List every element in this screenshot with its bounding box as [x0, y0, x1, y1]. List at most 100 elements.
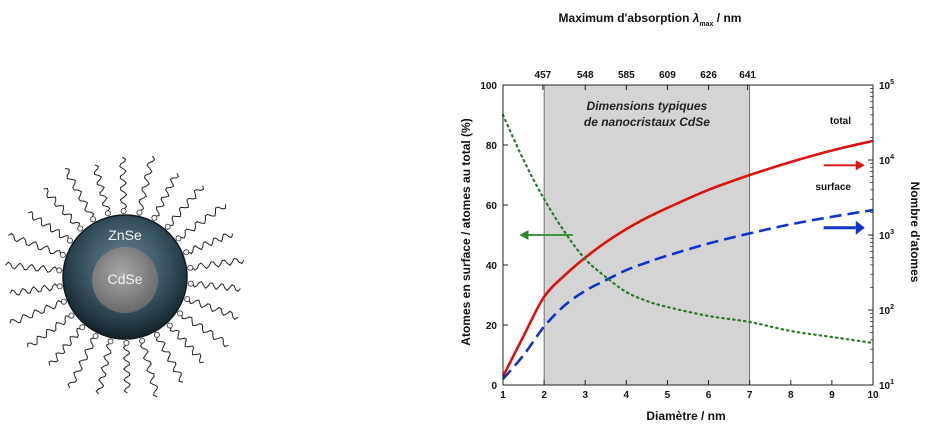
x-tick-label: 7	[747, 390, 753, 401]
top-tick-label: 548	[577, 70, 594, 81]
cdse-core	[92, 247, 158, 313]
ligand-head	[56, 267, 63, 274]
shell-label: ZnSe	[108, 227, 142, 243]
ligand-head	[59, 251, 66, 258]
top-tick-label: 626	[700, 70, 717, 81]
ligand-chains	[5, 155, 245, 398]
series-label-surface: surface	[815, 182, 851, 193]
ligand-chain	[139, 342, 158, 398]
ligand-head	[120, 207, 127, 214]
ticks-layer: 1 2 3 4 5 6 7 8 9 1002040608010010110210310410545…	[480, 70, 894, 401]
top-axis-title: Maximum d'absorption λmax / nm	[559, 11, 742, 28]
ligand-head	[153, 331, 160, 338]
ligand-chain	[9, 299, 63, 324]
ligand-head	[90, 216, 97, 223]
ligand-head	[77, 225, 84, 232]
ligand-chain	[67, 337, 95, 389]
x-tick-label: 6	[706, 390, 712, 401]
x-tick-label: 9	[829, 390, 835, 401]
nanoparticle-illustration: ZnSe CdSe	[5, 155, 245, 398]
band-label-line2: de nanocristaux CdSe	[584, 115, 710, 129]
top-tick-label: 641	[739, 70, 756, 81]
x-tick-label: 10	[867, 390, 879, 401]
y-right-tick-label: 105	[879, 79, 894, 92]
ligand-chain	[28, 211, 69, 240]
top-tick-label: 457	[535, 70, 552, 81]
ligand-chain	[95, 342, 112, 395]
y-left-tick-label: 40	[486, 261, 498, 272]
y-right-tick-label: 104	[879, 154, 894, 167]
x-axis-title: Diamètre / nm	[646, 409, 725, 423]
y-left-tick-label: 80	[486, 141, 498, 152]
ligand-head	[136, 209, 143, 216]
shaded-band	[543, 84, 751, 386]
y-right-tick-label: 103	[879, 229, 894, 242]
band-label-line1: Dimensions typiques	[587, 99, 708, 113]
top-tick-label: 609	[659, 70, 676, 81]
ligand-head	[104, 210, 111, 217]
ligand-chain	[181, 314, 229, 348]
ligand-chain	[192, 281, 241, 293]
ligand-head	[184, 296, 191, 303]
ligand-chain	[48, 327, 82, 366]
x-tick-label: 8	[788, 390, 794, 401]
series-label-total: total	[830, 116, 851, 127]
arrowhead-total	[855, 160, 865, 171]
ligand-head	[60, 298, 67, 305]
x-tick-label: 3	[582, 390, 588, 401]
ligand-chain	[9, 283, 59, 296]
ligand-head	[56, 283, 63, 290]
ligand-chain	[93, 164, 111, 212]
ligand-chain	[64, 167, 95, 218]
series-line-surface	[502, 208, 874, 380]
series-line-surface-ratio	[501, 113, 875, 345]
ligand-chain	[168, 185, 205, 226]
ligand-head	[187, 264, 194, 271]
y-right-axis-title: Nombre d'atomes	[908, 182, 922, 283]
ligand-chain	[191, 257, 245, 271]
ligand-chain	[7, 232, 62, 255]
ligand-head	[164, 223, 171, 230]
ligand-head	[166, 322, 173, 329]
arrowhead-surface-ratio	[519, 230, 529, 240]
x-tick-label: 1	[500, 390, 506, 401]
y-right-tick-label: 102	[879, 304, 894, 317]
ligand-head	[123, 339, 130, 346]
x-tick-label: 5	[665, 390, 671, 401]
ligand-head	[183, 249, 190, 256]
y-right-tick-label: 101	[879, 379, 894, 392]
ligand-chain	[155, 172, 180, 217]
ligand-chain	[155, 336, 184, 383]
ligand-head	[177, 310, 184, 317]
ligand-chain	[169, 326, 204, 364]
ligand-head	[107, 338, 114, 345]
ligand-chain	[122, 344, 131, 394]
y-left-tick-label: 0	[491, 381, 497, 392]
chart: Dimensions typiques de nanocristaux CdSe…	[459, 11, 922, 423]
ligand-head	[92, 333, 99, 340]
ligand-head	[66, 237, 73, 244]
ligand-head	[187, 280, 194, 287]
ligand-chain	[43, 187, 81, 228]
series-layer	[501, 113, 875, 380]
ligand-head	[79, 324, 86, 331]
x-tick-label: 4	[624, 390, 630, 401]
y-left-tick-label: 20	[486, 321, 498, 332]
arrows-layer	[519, 160, 865, 240]
ligand-head	[139, 337, 146, 344]
ligand-head	[68, 312, 75, 319]
ligand-chain	[188, 299, 239, 320]
y-left-tick-label: 60	[486, 201, 498, 212]
ligand-head	[151, 214, 158, 221]
core-label: CdSe	[107, 271, 142, 287]
top-tick-label: 585	[618, 70, 635, 81]
series-line-total	[501, 139, 874, 378]
ligand-chain	[27, 315, 71, 348]
ligand-chain	[119, 156, 128, 210]
ligand-chain	[179, 204, 227, 239]
ligand-chain	[5, 261, 58, 273]
y-left-axis-title: Atomes en surface / atomes au total (%)	[459, 118, 473, 345]
y-left-tick-label: 100	[480, 81, 497, 92]
ligand-chain	[138, 155, 156, 212]
